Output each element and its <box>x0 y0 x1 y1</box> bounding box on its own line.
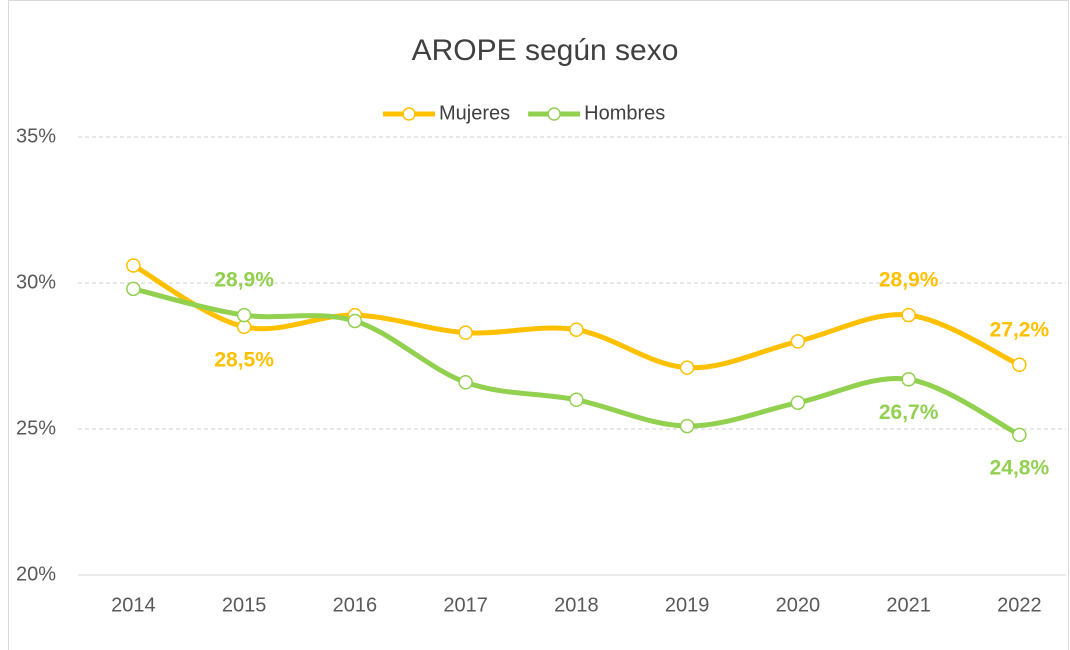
x-tick-label: 2014 <box>111 594 156 616</box>
point <box>126 281 141 297</box>
x-tick-label: 2021 <box>886 594 931 616</box>
legend-label: Mujeres <box>439 102 510 124</box>
point <box>790 334 806 349</box>
data-label: 26,7% <box>879 401 939 424</box>
data-label: 28,9% <box>214 269 274 292</box>
chart-border <box>8 0 1069 650</box>
y-tick-label: 35% <box>16 125 56 147</box>
x-tick-label: 2022 <box>997 594 1042 616</box>
point <box>679 360 695 375</box>
point <box>790 395 806 410</box>
x-tick-label: 2017 <box>443 594 488 616</box>
point <box>569 392 584 408</box>
point <box>458 325 473 340</box>
point <box>458 375 473 390</box>
legend-marker <box>547 107 561 121</box>
chart-title: AROPE según sexo <box>412 34 679 67</box>
y-tick-label: 25% <box>16 417 56 439</box>
point <box>347 313 363 329</box>
x-tick-label: 2015 <box>222 594 267 616</box>
data-label: 27,2% <box>990 318 1050 341</box>
point <box>236 307 252 323</box>
point <box>1012 427 1027 443</box>
y-tick-label: 30% <box>16 271 56 293</box>
x-tick-label: 2016 <box>333 594 378 616</box>
legend-label: Hombres <box>584 102 665 124</box>
point <box>126 258 141 273</box>
data-label: 28,5% <box>214 348 274 371</box>
point <box>569 322 584 337</box>
x-tick-label: 2020 <box>776 594 821 616</box>
point <box>901 372 916 387</box>
point <box>901 307 916 323</box>
data-label: 28,9% <box>879 269 939 292</box>
point <box>1012 357 1027 373</box>
legend-marker <box>402 107 416 121</box>
x-tick-label: 2018 <box>554 594 599 616</box>
data-label: 24,8% <box>990 456 1050 479</box>
x-tick-label: 2019 <box>665 594 710 616</box>
y-tick-label: 20% <box>16 563 56 585</box>
point <box>679 418 695 434</box>
